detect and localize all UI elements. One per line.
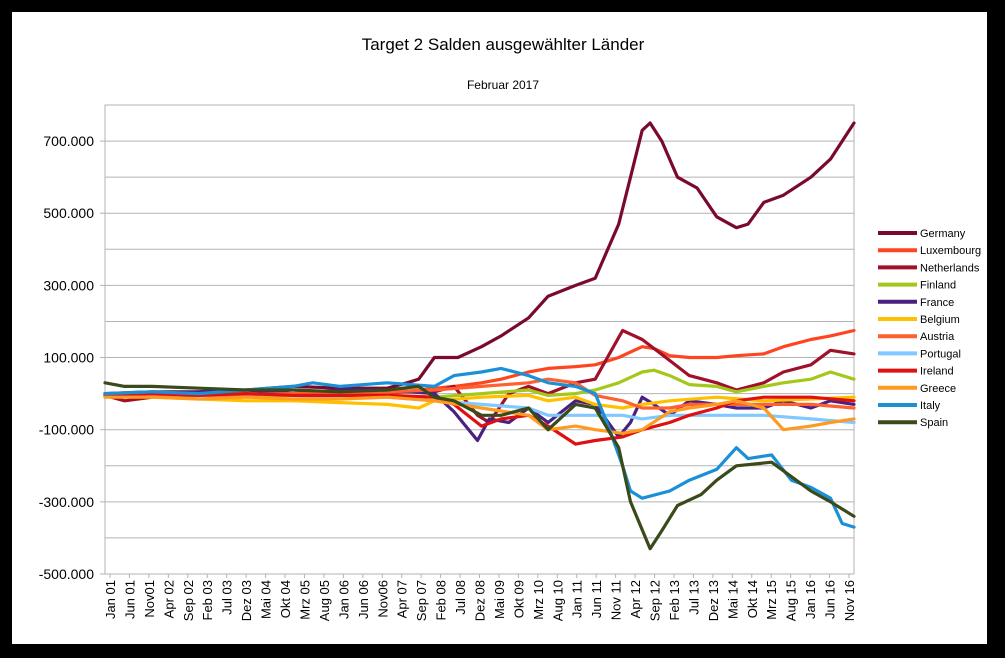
- legend-label: Greece: [920, 383, 956, 395]
- legend-label: Luxembourg: [920, 245, 981, 257]
- y-tick-label: 700.000: [43, 133, 94, 149]
- x-tick-label: Okt 04: [278, 580, 293, 618]
- x-tick-label: Jun 11: [589, 580, 604, 618]
- x-tick-label: Jun 16: [823, 580, 838, 619]
- x-tick-label: Mrz 05: [297, 580, 312, 620]
- series-line-spain: [103, 381, 856, 551]
- x-tick-label: Aug 15: [784, 580, 799, 621]
- x-tick-label: Feb 08: [434, 580, 449, 620]
- x-tick-label: Jun 01: [122, 580, 137, 619]
- x-tick-label: Jul 08: [453, 580, 468, 615]
- x-tick-label: Jan 06: [336, 580, 351, 619]
- x-tick-label: Dez 03: [239, 580, 254, 621]
- x-tick-label: Jan 11: [570, 580, 585, 618]
- x-tick-label: Nov 11: [609, 580, 624, 620]
- chart-title: Target 2 Salden ausgewählter Länder: [362, 35, 645, 54]
- x-tick-label: Sep 07: [414, 580, 429, 621]
- legend-label: Ireland: [920, 366, 954, 378]
- x-tick-label: Apr 07: [395, 580, 410, 618]
- legend-label: Italy: [920, 400, 941, 412]
- x-tick-label: Sep 12: [648, 580, 663, 621]
- legend-label: France: [920, 297, 954, 309]
- x-tick-label: Jul 03: [220, 580, 235, 615]
- x-tick-label: Jan 01: [103, 580, 118, 619]
- y-tick-label: 300.000: [43, 277, 94, 293]
- x-tick-label: Apr 02: [161, 580, 176, 618]
- x-tick-label: Feb 13: [667, 580, 682, 620]
- y-tick-label: 500.000: [43, 205, 94, 221]
- series-line-belgium: [103, 392, 856, 410]
- legend-label: Austria: [920, 331, 955, 343]
- series-line-italy: [103, 366, 856, 529]
- x-tick-label: Mrz 10: [531, 580, 546, 620]
- x-tick-label: Mai 09: [492, 580, 507, 619]
- x-tick-label: Feb 03: [200, 580, 215, 620]
- legend-label: Belgium: [920, 314, 960, 326]
- series-line-greece: [103, 395, 856, 435]
- x-tick-label: Okt 09: [511, 580, 526, 618]
- x-tick-label: Mai 04: [259, 580, 274, 619]
- legend-label: Netherlands: [920, 262, 980, 274]
- gridlines: [105, 104, 854, 575]
- x-tick-label: Mai 14: [725, 580, 740, 619]
- x-tick-label: Nov01: [142, 580, 157, 618]
- legend-label: Germany: [920, 228, 966, 240]
- x-tick-label: Sep 02: [181, 580, 196, 621]
- legend: Germany Luxembourg Netherlands Finland Franc…: [878, 228, 981, 429]
- x-tick-label: Dez 08: [473, 580, 488, 621]
- plot-area: [104, 104, 855, 575]
- x-tick-label: Mrz 15: [764, 580, 779, 620]
- chart-subtitle: Februar 2017: [467, 78, 539, 92]
- line-chart: Target 2 Salden ausgewählter Länder Febr…: [39, 35, 981, 621]
- legend-label: Spain: [920, 417, 948, 429]
- chart-frame: Target 2 Salden ausgewählter Länder Febr…: [12, 12, 987, 644]
- y-tick-label: -100.000: [39, 422, 94, 438]
- legend-label: Finland: [920, 280, 956, 292]
- series-line-germany: [103, 121, 856, 396]
- x-tick-label: Aug 05: [317, 580, 332, 621]
- y-tick-label: 100.000: [43, 350, 94, 366]
- x-tick-label: Jun 06: [356, 580, 371, 619]
- x-tick-label: Apr 12: [628, 580, 643, 618]
- y-tick-label: -500.000: [39, 566, 94, 582]
- x-tick-label: Nov06: [375, 580, 390, 618]
- series-lines: [103, 121, 856, 551]
- y-axis: 700.000 500.000 300.000 100.000 -100.000 -300…: [39, 133, 105, 582]
- x-tick-label: Jan 16: [803, 580, 818, 619]
- x-tick-label: Okt 14: [745, 580, 760, 618]
- legend-label: Portugal: [920, 348, 961, 360]
- x-tick-label: Nov 16: [842, 580, 857, 621]
- x-tick-label: Aug 10: [550, 580, 565, 621]
- y-tick-label: -300.000: [39, 494, 94, 510]
- x-axis: Jan 01 Jun 01 Nov01 Apr 02 Sep 02 Feb 03 Jul 0…: [103, 574, 857, 621]
- x-tick-label: Jul 13: [686, 580, 701, 615]
- x-tick-label: Dez 13: [706, 580, 721, 621]
